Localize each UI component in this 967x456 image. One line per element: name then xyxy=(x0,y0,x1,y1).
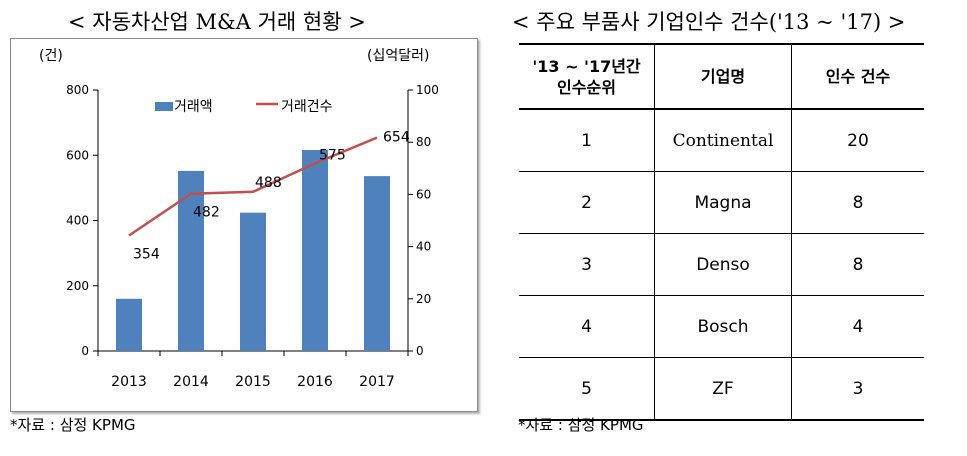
x-tick-label: 2016 xyxy=(297,374,333,390)
left-tick-label: 800 xyxy=(66,83,89,97)
count-cell: 3 xyxy=(791,357,924,421)
right-tick-label: 60 xyxy=(416,187,431,201)
table-row: 3 Denso 8 xyxy=(519,233,924,296)
left-tick-label: 400 xyxy=(66,214,89,228)
company-cell: Denso xyxy=(654,233,792,296)
data-label: 575 xyxy=(319,147,346,163)
table-row: 4 Bosch 4 xyxy=(519,295,924,358)
x-tick-label: 2013 xyxy=(111,374,147,390)
table-header-row: '13 ~ '17년간 인수순위 기업명 인수 건수 xyxy=(519,43,924,110)
table-row: 2 Magna 8 xyxy=(519,171,924,234)
x-tick-label: 2014 xyxy=(173,374,209,390)
left-tick-label: 0 xyxy=(81,344,89,358)
header-count: 인수 건수 xyxy=(791,43,924,110)
header-company: 기업명 xyxy=(654,43,792,110)
legend-label-bar: 거래액 xyxy=(174,99,213,115)
bar xyxy=(364,176,390,351)
left-tick-label: 200 xyxy=(66,279,89,293)
data-label: 654 xyxy=(383,130,410,146)
left-tick-label: 600 xyxy=(66,148,89,162)
right-tick-label: 20 xyxy=(416,292,431,306)
rank-cell: 2 xyxy=(519,171,655,234)
chart-svg: 0 200 400 600 800 0 20 40 60 80 100 (건) (십억달러) 2013 20… xyxy=(39,48,439,390)
company-cell: ZF xyxy=(654,357,792,421)
data-label: 482 xyxy=(193,205,220,221)
table-row: 5 ZF 3 xyxy=(519,357,924,421)
chart-source: *자료 : 삼정 KPMG xyxy=(10,416,136,434)
table-title: < 주요 부품사 기업인수 건수('13 ~ '17) > xyxy=(512,10,906,34)
company-cell: Continental xyxy=(654,109,792,172)
table-source: *자료 : 삼정 KPMG xyxy=(518,416,644,434)
data-label: 354 xyxy=(133,247,160,263)
header-rank: '13 ~ '17년간 인수순위 xyxy=(519,43,655,110)
legend-label-line: 거래건수 xyxy=(281,99,333,115)
rank-cell: 4 xyxy=(519,295,655,358)
rank-cell: 5 xyxy=(519,357,655,421)
chart-panel: 0 200 400 600 800 0 20 40 60 80 100 (건) (십억달러) 2013 20… xyxy=(10,38,478,412)
x-tick-label: 2015 xyxy=(235,374,271,390)
right-tick-label: 80 xyxy=(416,135,431,149)
rank-cell: 1 xyxy=(519,109,655,172)
bar xyxy=(116,298,142,351)
bar xyxy=(240,212,266,351)
left-axis-label: (건) xyxy=(39,48,63,64)
count-cell: 8 xyxy=(791,171,924,234)
count-cell: 20 xyxy=(791,109,924,172)
company-cell: Magna xyxy=(654,171,792,234)
acquisition-table: '13 ~ '17년간 인수순위 기업명 인수 건수 1 Continental … xyxy=(519,43,924,421)
rank-cell: 3 xyxy=(519,233,655,296)
right-axis-label: (십억달러) xyxy=(367,48,429,64)
chart-title: < 자동차산업 M&A 거래 현황 > xyxy=(68,10,366,34)
legend-swatch-bar xyxy=(155,102,173,111)
right-tick-label: 100 xyxy=(416,83,439,97)
right-tick-label: 0 xyxy=(416,344,424,358)
right-tick-label: 40 xyxy=(416,240,431,254)
count-cell: 4 xyxy=(791,295,924,358)
bar xyxy=(178,170,204,351)
series-line xyxy=(128,136,378,237)
table-row: 1 Continental 20 xyxy=(519,109,924,172)
data-label: 488 xyxy=(255,175,282,191)
company-cell: Bosch xyxy=(654,295,792,358)
x-tick-label: 2017 xyxy=(359,374,395,390)
bar xyxy=(302,150,328,351)
count-cell: 8 xyxy=(791,233,924,296)
